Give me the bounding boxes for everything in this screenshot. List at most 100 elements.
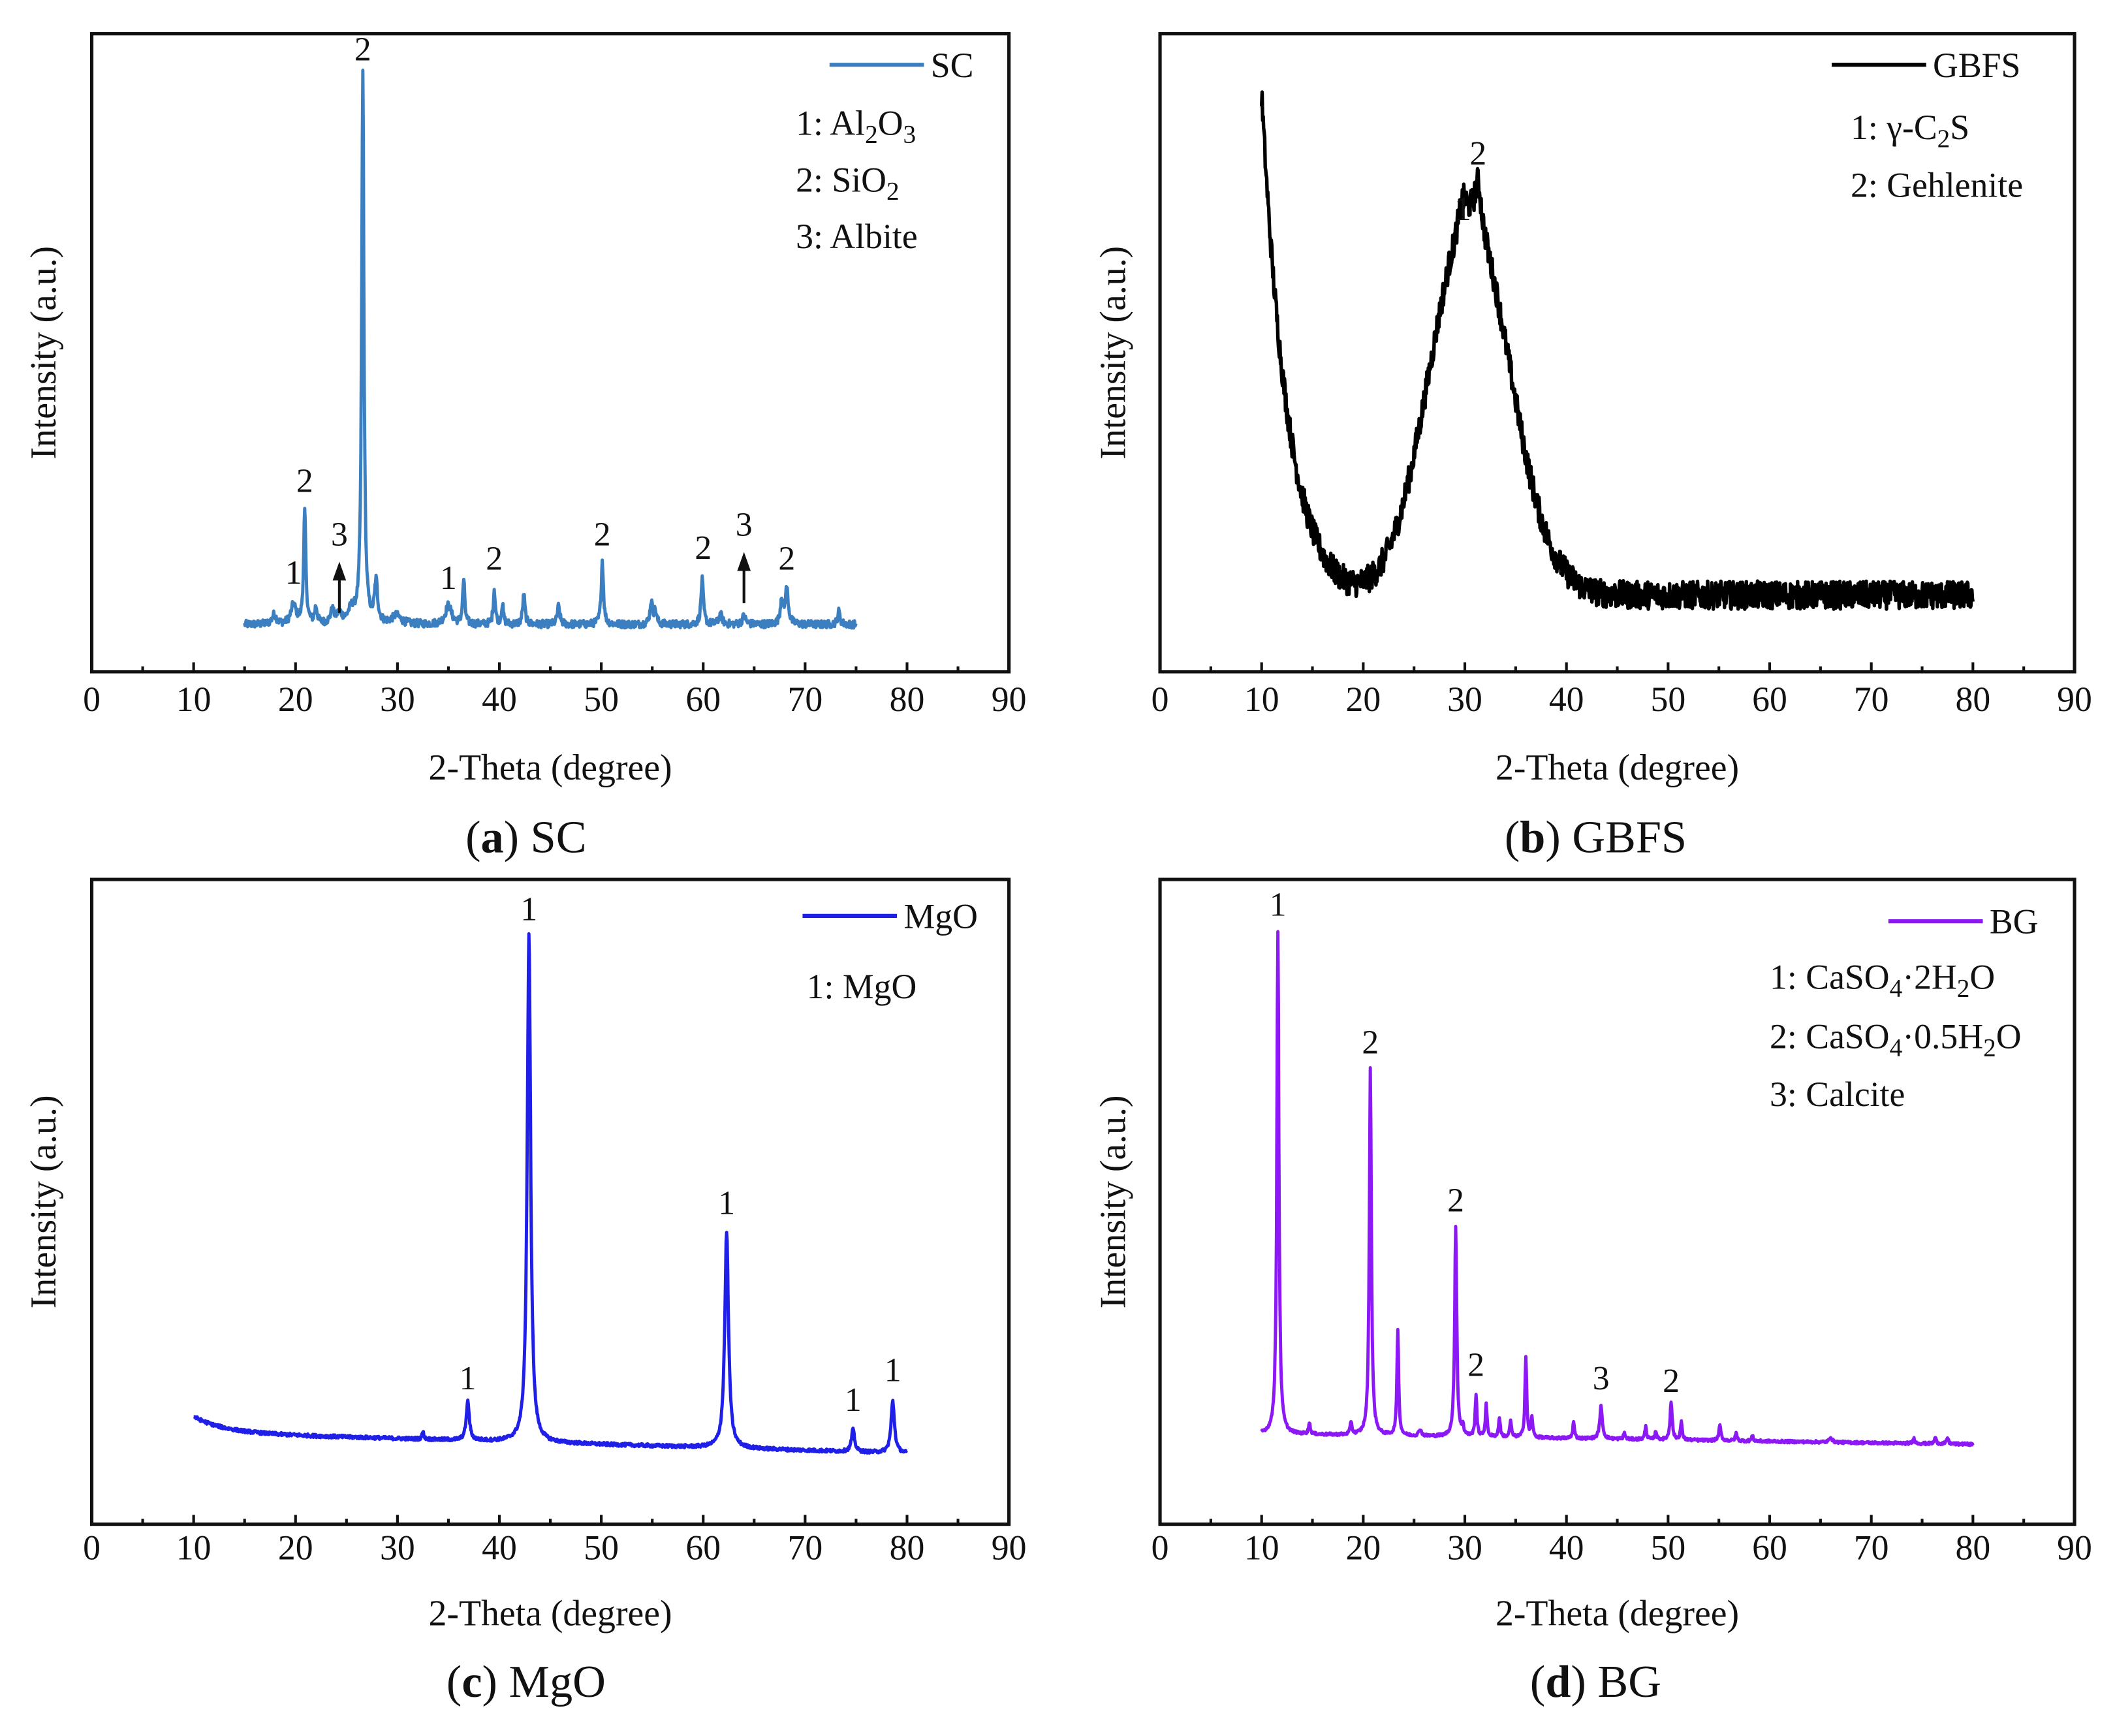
series-line-gbfs: [1259, 90, 1975, 611]
subscript: 2: [1957, 974, 1970, 1002]
x-tick-label: 80: [1955, 1528, 1990, 1567]
phase-legend-entry: 3: Albite: [796, 217, 918, 256]
phase-legend-entry: 2: CaSO4·0.5H2O: [1770, 1017, 2021, 1062]
x-tick-label: 50: [1650, 1528, 1685, 1567]
legend-label: MgO: [903, 896, 977, 936]
caption-paren: ): [482, 1656, 497, 1707]
peak-label: 2: [1467, 1346, 1484, 1383]
peak-label: 1: [1454, 191, 1471, 228]
arrow-head-icon: [332, 561, 347, 581]
peak-label: 1: [1270, 886, 1287, 923]
phase-text: 2: CaSO: [1770, 1017, 1890, 1056]
subscript: 4: [1890, 974, 1903, 1002]
subscript: 2: [1983, 1034, 1996, 1062]
phase-legend-entry: 3: Calcite: [1770, 1075, 1905, 1114]
peak-label: 2: [695, 529, 712, 567]
phase-text: 1: γ-C: [1851, 108, 1937, 147]
panel-caption: (c) MgO: [446, 1656, 606, 1707]
x-axis-label: 2-Theta (degree): [1496, 748, 1739, 788]
caption-letter: c: [462, 1656, 482, 1707]
phase-text: 2: SiO: [796, 160, 886, 199]
x-tick-label: 30: [380, 680, 415, 719]
caption-letter: a: [481, 812, 504, 863]
panel-c: 0 10 20 30 40 50 60 70 80 90 2-Theta (degree) Inten…: [24, 877, 1026, 1707]
caption-text: BG: [1586, 1656, 1661, 1707]
x-tick-label: 70: [1854, 680, 1889, 719]
x-tick-label: 50: [1650, 680, 1685, 719]
series-line-bg: [1260, 930, 1975, 1447]
phase-text: 1: Al: [796, 104, 865, 143]
subscript: 2: [865, 120, 878, 148]
phase-text: O: [1969, 957, 1995, 996]
x-tick-label: 20: [278, 1528, 313, 1567]
peak-label: 2: [1663, 1363, 1680, 1400]
subscript: 2: [886, 177, 900, 205]
x-axis-label: 2-Theta (degree): [429, 1594, 672, 1634]
subscript: 3: [903, 120, 916, 148]
peak-label: 2: [1447, 1182, 1464, 1220]
y-axis-label: Intensity (a.u.): [24, 246, 64, 460]
x-tick-label: 60: [1752, 1528, 1787, 1567]
x-tick-label: 40: [482, 1528, 517, 1567]
phase-legend-entry: 2: SiO2: [796, 160, 899, 205]
x-tick-label: 60: [685, 680, 721, 719]
x-tick-label: 20: [1346, 1528, 1381, 1567]
x-tick-label: 70: [788, 680, 823, 719]
x-tick-label: 20: [1346, 680, 1381, 719]
x-tick-label: 0: [83, 1528, 101, 1567]
x-tick-label: 80: [1955, 680, 1990, 719]
peak-label: 1: [285, 554, 302, 592]
phase-legend-entry: 1: Al2O3: [796, 104, 916, 149]
y-axis-label: Intensity (a.u.): [1093, 1095, 1134, 1308]
peak-label: 1: [460, 1360, 477, 1397]
panel-caption: (b) GBFS: [1505, 812, 1687, 863]
caption-text: SC: [519, 812, 587, 863]
caption-paren: ): [504, 812, 519, 863]
x-tick-label: 80: [890, 1528, 925, 1567]
caption-text: MgO: [497, 1656, 606, 1707]
peak-label: 2: [778, 541, 795, 578]
peak-label: 2: [594, 516, 611, 553]
phase-legend-entry: 1: γ-C2S: [1851, 108, 1969, 153]
arrow-head-icon: [737, 552, 751, 571]
phase-text: S: [1950, 108, 1969, 147]
phase-legend-entry: 1: CaSO4·2H2O: [1770, 957, 1995, 1002]
x-tick-label: 90: [992, 680, 1027, 719]
peak-label: 2: [1362, 1024, 1379, 1062]
peak-label: 3: [1593, 1360, 1610, 1397]
caption-paren: (: [446, 1656, 462, 1707]
phase-text: 3: Albite: [796, 217, 918, 256]
x-tick-label: 0: [1152, 680, 1169, 719]
phase-legend-entry: 1: MgO: [807, 967, 917, 1006]
caption-paren: (: [1505, 812, 1520, 863]
peak-label: 2: [296, 462, 313, 499]
x-tick-label: 10: [176, 680, 212, 719]
phase-text: 1: MgO: [807, 967, 917, 1006]
peak-label: 3: [736, 507, 753, 544]
peak-label: 1: [718, 1185, 735, 1222]
peak-label: 1: [440, 560, 457, 597]
peak-label: 1: [845, 1381, 862, 1419]
panel-a: 0 10 20 30 40 50 60 70 80 90 2-Theta (degree) Inten…: [24, 31, 1026, 863]
x-tick-label: 40: [1549, 680, 1584, 719]
caption-text: GBFS: [1561, 812, 1687, 863]
x-tick-label: 0: [83, 680, 101, 719]
phase-text: O: [1996, 1017, 2022, 1056]
x-tick-label: 60: [1752, 680, 1787, 719]
x-tick-label: 30: [1447, 680, 1482, 719]
x-tick-label: 50: [584, 1528, 619, 1567]
y-axis-label: Intensity (a.u.): [24, 1095, 64, 1308]
x-tick-label: 40: [1549, 1528, 1584, 1567]
x-tick-label: 70: [1854, 1528, 1889, 1567]
caption-paren: (: [1530, 1656, 1545, 1707]
x-tick-label: 70: [788, 1528, 823, 1567]
series-line-sc: [243, 69, 858, 630]
caption-paren: (: [465, 812, 480, 863]
x-tick-label: 90: [2057, 1528, 2092, 1567]
x-tick-label: 30: [380, 1528, 415, 1567]
phase-text: 3: Calcite: [1770, 1075, 1905, 1114]
caption-paren: ): [1571, 1656, 1586, 1707]
peak-label: 1: [520, 891, 537, 928]
panel-d: 0 10 20 30 40 50 60 70 80 90 2-Theta (degree) Inten…: [1093, 877, 2092, 1707]
